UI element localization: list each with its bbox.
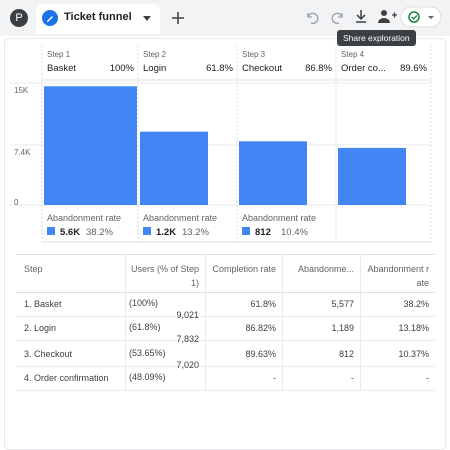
abandonment-rate: 38.2%: [86, 227, 113, 238]
table-cell: -: [351, 373, 354, 383]
table-column-line: [205, 254, 206, 390]
undo[interactable]: [307, 12, 319, 24]
step-number: Step 3: [242, 50, 266, 59]
redo[interactable]: [331, 12, 343, 24]
step-rate: 100%: [110, 63, 135, 74]
legend-swatch: [143, 227, 151, 235]
y-tick-label: 7.4K: [14, 148, 31, 157]
tab-title: Ticket funnel: [64, 11, 132, 23]
abandonment-rate: 10.4%: [281, 227, 308, 238]
table-line: [16, 254, 435, 255]
y-tick-label: 15K: [14, 86, 29, 95]
pencil-icon: [47, 16, 53, 22]
step-rate: 86.8%: [305, 63, 332, 74]
table-header: Step: [24, 264, 43, 274]
table-column-line: [282, 254, 283, 390]
table-cell: 7,832: [176, 334, 199, 344]
table-cell: 38.2%: [403, 299, 429, 309]
table-cell: 9,021: [176, 310, 199, 320]
table-header: Abandonme...: [297, 264, 354, 274]
abandonment-rate: 13.2%: [182, 227, 209, 238]
bar: [140, 131, 208, 205]
legend-swatch: [47, 227, 55, 235]
download[interactable]: [356, 10, 366, 23]
table-cell: -: [426, 373, 429, 383]
step-number: Step 1: [47, 50, 71, 59]
table-cell: (61.8%): [129, 322, 161, 332]
abandonment-label: Abandonment rate: [242, 213, 316, 223]
abandonment-label: Abandonment rate: [143, 213, 217, 223]
abandonment-label: Abandonment rate: [47, 213, 121, 223]
step-name: Order co...: [341, 63, 386, 74]
table-line: [16, 292, 435, 293]
table-header: Abandonment rate: [367, 264, 429, 288]
table-cell: 4. Order confirmation: [24, 373, 109, 383]
tooltip: Share exploration: [337, 30, 416, 46]
table-cell: 89.63%: [245, 349, 276, 359]
table-row-line: [16, 316, 435, 317]
table-cell: (53.65%): [129, 348, 166, 358]
abandonment-count: 5.6K: [60, 227, 80, 238]
table-cell: (48.09%): [129, 372, 166, 382]
table-column-line: [360, 254, 361, 390]
table-header: Users (% of Step 1): [130, 264, 199, 288]
step-name: Basket: [47, 63, 76, 74]
table-cell: (100%): [129, 298, 159, 308]
abandonment-count: 1.2K: [156, 227, 176, 238]
add-tab[interactable]: [172, 12, 184, 24]
table-column-line: [125, 254, 126, 390]
step-rate: 89.6%: [400, 63, 427, 74]
avatar[interactable]: P: [10, 9, 28, 27]
step-name: Login: [143, 63, 166, 74]
table-cell: 5,577: [331, 299, 354, 309]
step-rate: 61.8%: [206, 63, 233, 74]
step-number: Step 2: [143, 50, 167, 59]
table-cell: 7,020: [176, 360, 199, 370]
step-number: Step 4: [341, 50, 365, 59]
table-cell: 812: [338, 349, 354, 359]
table-cell: 86.82%: [245, 323, 276, 333]
step-name: Checkout: [242, 63, 282, 74]
abandonment-count: 812: [255, 227, 271, 238]
table-header: Completion rate: [212, 264, 276, 274]
toolbar-icons: [143, 6, 442, 28]
table-cell: 61.8%: [250, 299, 276, 309]
table-cell: 13.18%: [398, 323, 429, 333]
bar: [44, 86, 137, 205]
table-row-line: [16, 340, 435, 341]
table-cell: -: [273, 373, 276, 383]
legend-swatch: [242, 227, 250, 235]
share[interactable]: [378, 10, 397, 23]
table-cell: 2. Login: [24, 323, 57, 333]
table-cell: 10.37%: [398, 349, 429, 359]
table-cell: 1. Basket: [24, 299, 62, 309]
table-row-line: [16, 390, 435, 391]
y-tick-label: 0: [14, 198, 19, 207]
bar: [239, 141, 307, 205]
bar: [338, 147, 406, 205]
table-cell: 1,189: [331, 323, 354, 333]
status-button[interactable]: [400, 6, 442, 28]
table-row-line: [16, 366, 435, 367]
funnel-chart: 0 7.4K 15K Step 1 Basket 100% Step 2 Login 61.8%…: [10, 45, 432, 243]
table-cell: 3. Checkout: [24, 349, 73, 359]
dropdown-arrow[interactable]: [143, 16, 151, 21]
